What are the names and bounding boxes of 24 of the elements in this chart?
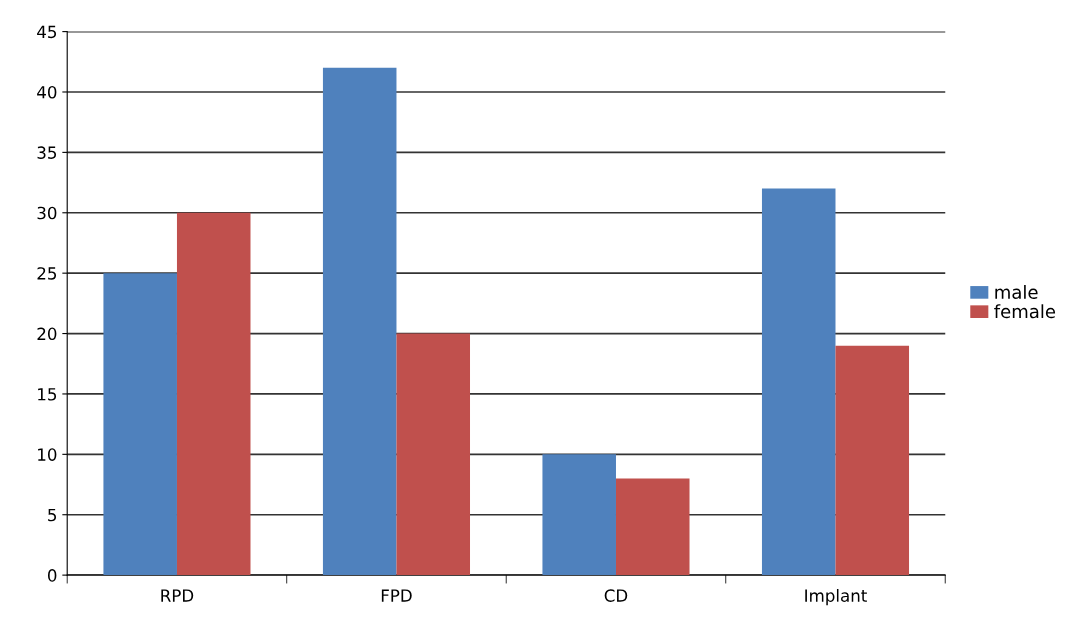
y-tick-label: 25 [37,267,57,280]
bar [176,212,251,576]
x-tick-label: Implant [805,589,867,606]
y-tick-label: 30 [37,206,57,220]
y-tick-label: 40 [37,85,57,99]
bar [615,478,690,576]
legend-label: female [994,304,1056,319]
x-tick-label: FPD [381,589,412,602]
y-tick-label: 15 [38,388,57,401]
y-tick-label: 45 [37,25,57,39]
bar [396,333,471,576]
bar [542,454,616,576]
bar [835,345,910,576]
x-tick-label: CD [604,589,628,602]
y-tick-label: 35 [37,146,57,159]
bar [103,273,177,576]
bar [322,67,397,576]
x-tick-label: RPD [161,589,194,602]
y-tick-label: 5 [48,508,57,522]
bar [761,188,836,576]
legend-label: male [995,284,1038,299]
y-tick-label: 10 [38,448,57,461]
y-tick-label: 20 [37,327,57,341]
y-tick-label: 0 [47,569,57,582]
